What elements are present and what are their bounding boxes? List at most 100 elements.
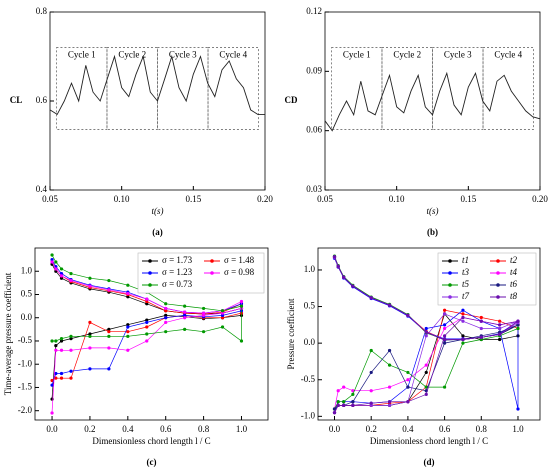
cycle-box [207,47,259,130]
x-tick-label: 0.2 [366,424,377,434]
point [406,378,410,382]
point [342,275,346,279]
point [59,271,64,276]
point [424,326,428,331]
point [183,304,187,308]
point [201,306,206,311]
point [332,407,337,411]
legend-box [437,252,537,306]
point [387,385,392,389]
point [183,316,187,320]
point [59,376,64,380]
point [164,309,168,313]
point [183,327,187,331]
y-tick-label: 0.0 [304,337,316,347]
y-tick-label: 0.6 [36,95,48,105]
point [220,309,225,313]
point [145,302,149,306]
point [69,376,73,380]
y-axis-title: CD [285,95,298,105]
y-tick-label: 0.5 [304,301,316,311]
point [461,319,465,323]
point [479,326,483,331]
point [50,378,54,383]
point [498,319,502,323]
cycle-label: Cycle 3 [169,50,197,60]
point [461,312,465,316]
point [424,370,428,375]
point [336,389,340,393]
point [69,369,73,373]
point [498,332,502,336]
plot-frame [34,247,269,421]
x-axis-title: t(s) [152,206,164,216]
x-tick-label: 1.0 [236,424,248,434]
point [461,315,465,320]
legend-marker [496,259,500,263]
y-tick-label: 0.03 [306,184,322,194]
point [107,327,111,331]
point [145,332,149,336]
plot-frame [324,11,541,191]
point [387,363,392,367]
x-axis-title: Dimensionless chord length l / C [92,436,210,446]
point [50,258,54,262]
cycle-box [432,47,484,130]
point [461,337,465,342]
legend-label: t7 [462,291,470,301]
legend-label: t4 [510,267,518,277]
x-axis-title: t(s) [427,206,439,216]
point [336,400,340,404]
point [342,400,346,404]
point [54,344,58,348]
point [387,348,392,353]
x-tick-label: 0.05 [317,194,333,204]
point [220,311,225,315]
point [239,304,244,308]
cycle-box [157,47,209,130]
point [88,334,92,338]
point [145,299,149,304]
legend-label: t1 [462,255,469,265]
point [59,267,64,271]
point [516,407,520,411]
point [351,403,355,407]
point [342,403,346,407]
point [424,334,428,338]
legend-marker [448,259,452,263]
legend-marker [210,271,214,275]
point [59,371,64,376]
legend-label: σ = 1.73 [162,255,193,265]
point [126,323,130,327]
cycle-box [106,47,158,130]
y-tick-label: -1.0 [18,358,33,368]
point [442,323,447,327]
point [50,339,54,343]
point [59,348,64,352]
y-axis-title: Pressure coefficient [286,298,296,370]
legend-label: t8 [510,291,518,301]
point [406,370,410,375]
x-tick-label: 0.4 [122,424,134,434]
point [107,346,111,350]
point [424,392,428,396]
legend-label: σ = 1.48 [224,255,255,265]
panel-label: (b) [427,227,438,237]
legend-label: t6 [510,279,518,289]
point [54,376,58,380]
point [406,313,410,317]
x-tick-label: 0.6 [160,424,172,434]
point [69,348,73,352]
point [351,392,355,396]
series-line [324,71,541,132]
point [164,330,168,334]
point [387,303,392,307]
point [107,334,111,338]
series-line [334,255,519,410]
point [442,337,447,342]
point [336,264,340,268]
legend-marker [448,283,452,287]
x-tick-label: 0.8 [198,424,210,434]
x-tick-label: 0.10 [389,194,405,204]
x-axis-title: Dimensionless chord length l / C [370,436,488,446]
